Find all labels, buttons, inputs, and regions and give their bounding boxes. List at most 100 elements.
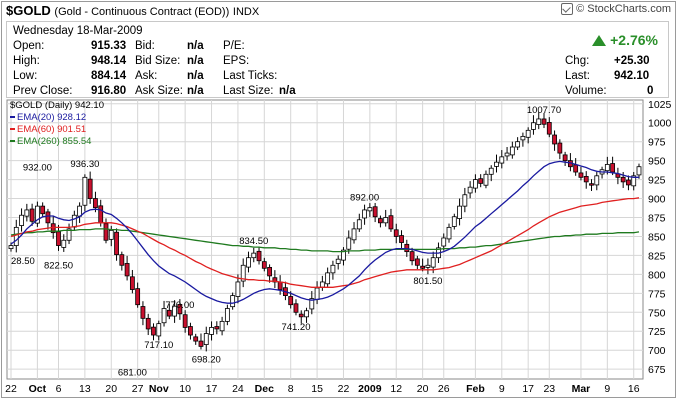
candle-body — [93, 198, 98, 209]
candle-body — [346, 237, 352, 250]
quote-panel: Wednesday 18-Mar-2009 Open: 915.33 High:… — [6, 21, 669, 98]
candle-body — [251, 252, 257, 259]
candle-body — [478, 178, 484, 184]
candle-body — [383, 217, 389, 224]
x-tick-label: 22 — [338, 383, 350, 395]
candle-body — [319, 281, 325, 288]
x-tick-label: 6 — [56, 383, 62, 395]
candle-body — [430, 257, 436, 268]
x-tick-label: 17 — [522, 383, 534, 395]
ema260-line — [10, 228, 640, 253]
x-tick-label: Nov — [149, 383, 169, 395]
candle-body — [198, 340, 204, 347]
candle-body — [330, 264, 336, 274]
candle-body — [552, 134, 557, 145]
x-tick-label: 9 — [604, 383, 610, 395]
candle-body — [82, 176, 88, 206]
candle-body — [626, 179, 631, 186]
candle-body — [409, 251, 415, 262]
candle-body — [293, 303, 299, 313]
bid-size-value: n/a — [187, 55, 204, 67]
x-tick-label: 13 — [79, 383, 91, 395]
candle-body — [520, 135, 526, 141]
ema20-line — [10, 160, 639, 304]
candle-body — [56, 231, 61, 246]
candle-body — [45, 211, 51, 224]
y-tick-label: 675 — [648, 364, 666, 376]
candle-body — [34, 205, 40, 224]
candle-body — [589, 183, 594, 186]
candle-body — [40, 205, 46, 215]
legend-entry: $GOLD (Daily) 942.10 — [10, 100, 104, 111]
quote-date: Wednesday 18-Mar-2009 — [13, 25, 143, 37]
x-tick-label: 2009 — [358, 383, 382, 395]
legend-entry: EMA(20) 928.12 — [17, 112, 86, 123]
candle-body — [610, 163, 616, 173]
legend-entry: EMA(60) 901.51 — [17, 124, 86, 135]
x-tick-label: 8 — [288, 383, 294, 395]
candle-body — [277, 281, 283, 290]
symbol: $GOLD — [6, 3, 51, 18]
candle-body — [541, 118, 547, 125]
x-tick-label: 17 — [206, 383, 218, 395]
candle-body — [546, 122, 552, 135]
volume-label: Volume: — [565, 85, 607, 97]
candle-body — [182, 314, 188, 328]
candle-body — [483, 173, 489, 186]
bid-size-label: Bid Size: — [135, 55, 181, 67]
data-label: 834.50 — [239, 236, 268, 247]
candle-body — [441, 237, 447, 247]
candle-body — [451, 216, 457, 227]
candle-body — [13, 226, 19, 246]
candle-body — [557, 142, 563, 154]
candle-body — [457, 205, 462, 219]
candle-body — [124, 263, 130, 277]
y-tick-label: 725 — [648, 326, 666, 338]
y-tick-label: 1000 — [648, 118, 672, 130]
candle-body — [488, 167, 494, 175]
up-arrow-icon — [592, 34, 607, 46]
data-label: 717.10 — [144, 340, 173, 351]
y-tick-label: 750 — [648, 307, 666, 319]
candle-body — [314, 287, 320, 300]
candle-body — [108, 230, 114, 240]
candle-body — [29, 208, 35, 222]
open-label: Open: — [13, 40, 45, 52]
candle-body — [71, 214, 77, 228]
chart-title: $GOLD (Gold - Continuous Contract (EOD))… — [6, 3, 259, 18]
candle-body — [399, 235, 404, 243]
data-label: 28.50 — [11, 256, 35, 267]
bid-label: Bid: — [135, 40, 155, 52]
candle-body — [462, 194, 468, 207]
candle-body — [8, 245, 14, 249]
candle-body — [636, 166, 642, 176]
candle-body — [304, 310, 309, 318]
x-tick-label: 24 — [232, 383, 244, 395]
prev-close-value: 916.80 — [91, 85, 127, 97]
y-tick-label: 700 — [648, 345, 666, 357]
chg-label: Chg: — [565, 55, 590, 67]
y-tick-label: 1025 — [648, 99, 672, 111]
candle-body — [467, 186, 473, 194]
credit[interactable]: © StockCharts.com — [561, 3, 671, 15]
candle-body — [473, 179, 478, 189]
high-value: 948.14 — [91, 55, 127, 67]
legend-entry: EMA(260) 855.54 — [17, 136, 91, 147]
candle-body — [362, 209, 367, 219]
ask-size-label: Ask Size: — [135, 85, 183, 97]
candle-body — [230, 295, 236, 308]
candle-body — [309, 298, 315, 310]
candle-body — [119, 254, 125, 266]
candle-body — [573, 164, 579, 173]
candle-body — [77, 205, 83, 217]
x-tick-label: 26 — [438, 383, 450, 395]
candle-body — [515, 141, 521, 148]
candle-body — [388, 215, 394, 230]
candle-body — [177, 303, 183, 315]
data-label: 822.50 — [44, 260, 73, 271]
data-label: 1007.70 — [527, 105, 561, 116]
candle-body — [24, 209, 30, 217]
instrument-name: (Gold - Continuous Contract (EOD)) — [54, 6, 230, 18]
eps-label: EPS: — [223, 55, 250, 67]
candle-body — [414, 258, 420, 266]
